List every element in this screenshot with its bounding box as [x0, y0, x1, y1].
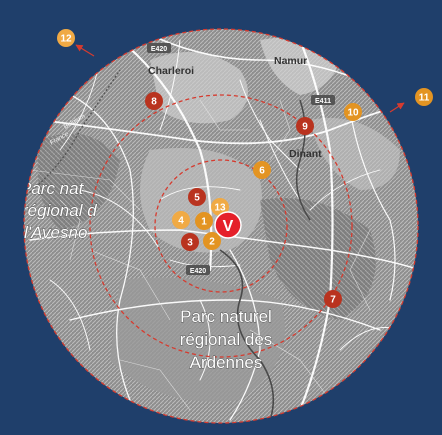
- park-label-west-line-1: Parc nat: [20, 179, 85, 198]
- road-shield-e420-north: E420: [147, 43, 171, 53]
- marker-layer: 12 11 8 10 9 6 5 4: [57, 29, 433, 308]
- svg-text:5: 5: [194, 193, 200, 204]
- park-label-south-line-1: Parc naturel: [180, 307, 272, 326]
- place-label-namur: Namur: [274, 55, 307, 67]
- park-label-south-line-3: Ardennes: [190, 353, 263, 372]
- svg-text:6: 6: [259, 166, 265, 177]
- road-shield-e411: E411: [311, 95, 335, 105]
- center-marker-label: V: [223, 218, 234, 235]
- marker-7[interactable]: 7: [324, 290, 342, 308]
- inner-radius-ring: [154, 159, 288, 293]
- park-label-west-line-2: régional d: [22, 201, 97, 220]
- marker-13[interactable]: 13: [211, 198, 229, 216]
- place-label-dinant: Dinant: [289, 148, 322, 160]
- park-label-south: Parc naturel régional des Ardennes: [179, 307, 273, 373]
- arrow-icon: [75, 44, 95, 57]
- svg-text:10: 10: [347, 108, 359, 119]
- svg-text:E411: E411: [315, 98, 331, 105]
- marker-10[interactable]: 10: [344, 103, 362, 121]
- park-label-west-line-3: l'Avesno: [24, 223, 87, 242]
- svg-text:9: 9: [302, 122, 308, 133]
- svg-text:13: 13: [214, 203, 226, 214]
- arrow-icon: [389, 102, 405, 113]
- marker-3[interactable]: 3: [181, 233, 199, 251]
- marker-1[interactable]: 1: [195, 212, 213, 230]
- marker-9[interactable]: 9: [296, 117, 314, 135]
- marker-5[interactable]: 5: [188, 188, 206, 206]
- road-shield-e420-south: E420: [186, 265, 210, 275]
- park-label-west: Parc nat régional d l'Avesno: [20, 179, 98, 243]
- svg-text:4: 4: [178, 216, 184, 227]
- svg-text:2: 2: [209, 237, 215, 248]
- location-marker-icon[interactable]: V: [214, 211, 242, 239]
- marker-8[interactable]: 8: [145, 92, 163, 110]
- marker-12[interactable]: 12: [57, 29, 75, 47]
- marker-11[interactable]: 11: [415, 88, 433, 106]
- outer-radius-ring: [23, 28, 419, 424]
- svg-text:E420: E420: [151, 46, 167, 53]
- svg-text:1: 1: [201, 217, 207, 228]
- svg-text:E420: E420: [190, 268, 206, 275]
- park-label-south-line-2: régional des: [180, 330, 273, 349]
- middle-radius-ring: [89, 94, 353, 358]
- marker-6[interactable]: 6: [253, 161, 271, 179]
- svg-text:12: 12: [60, 34, 72, 45]
- svg-text:11: 11: [419, 93, 430, 104]
- svg-text:7: 7: [330, 295, 336, 306]
- svg-text:3: 3: [187, 238, 193, 249]
- svg-text:8: 8: [151, 97, 157, 108]
- place-label-charleroi: Charleroi: [148, 65, 194, 77]
- marker-4[interactable]: 4: [172, 211, 190, 229]
- marker-2[interactable]: 2: [203, 232, 221, 250]
